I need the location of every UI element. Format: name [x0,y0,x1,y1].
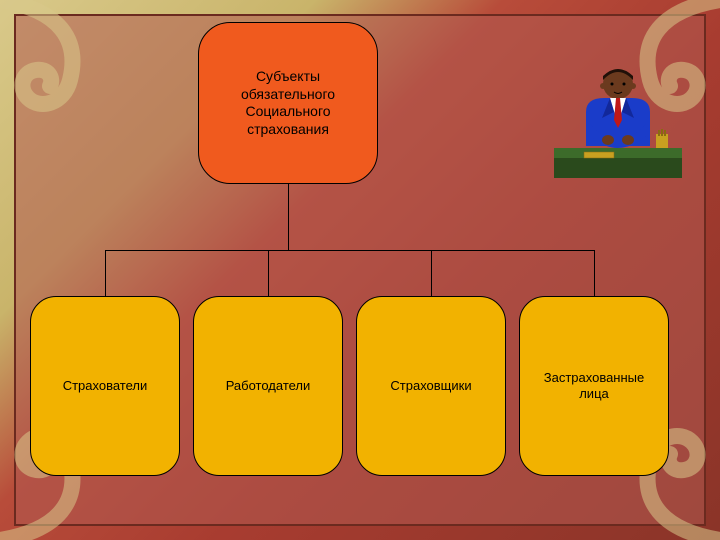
child-node-label: Застрахованныелица [544,370,645,401]
slide-frame: СубъектыобязательногоСоциальногострахова… [0,0,720,540]
connector-drop [431,250,432,296]
child-node: Страховщики [356,296,506,476]
child-node: Застрахованныелица [519,296,669,476]
connector-drop [594,250,595,296]
root-node: СубъектыобязательногоСоциальногострахова… [198,22,378,184]
connector-drop [268,250,269,296]
connector-trunk [288,184,289,250]
child-node-label: Страхователи [63,378,148,394]
child-node: Работодатели [193,296,343,476]
connector-drop [105,250,106,296]
businessman-at-desk-icon [548,54,688,194]
connector-hbar [105,250,594,251]
root-node-label: СубъектыобязательногоСоциальногострахова… [241,68,335,138]
child-node: Страхователи [30,296,180,476]
child-node-label: Работодатели [226,378,311,394]
child-node-label: Страховщики [390,378,471,394]
